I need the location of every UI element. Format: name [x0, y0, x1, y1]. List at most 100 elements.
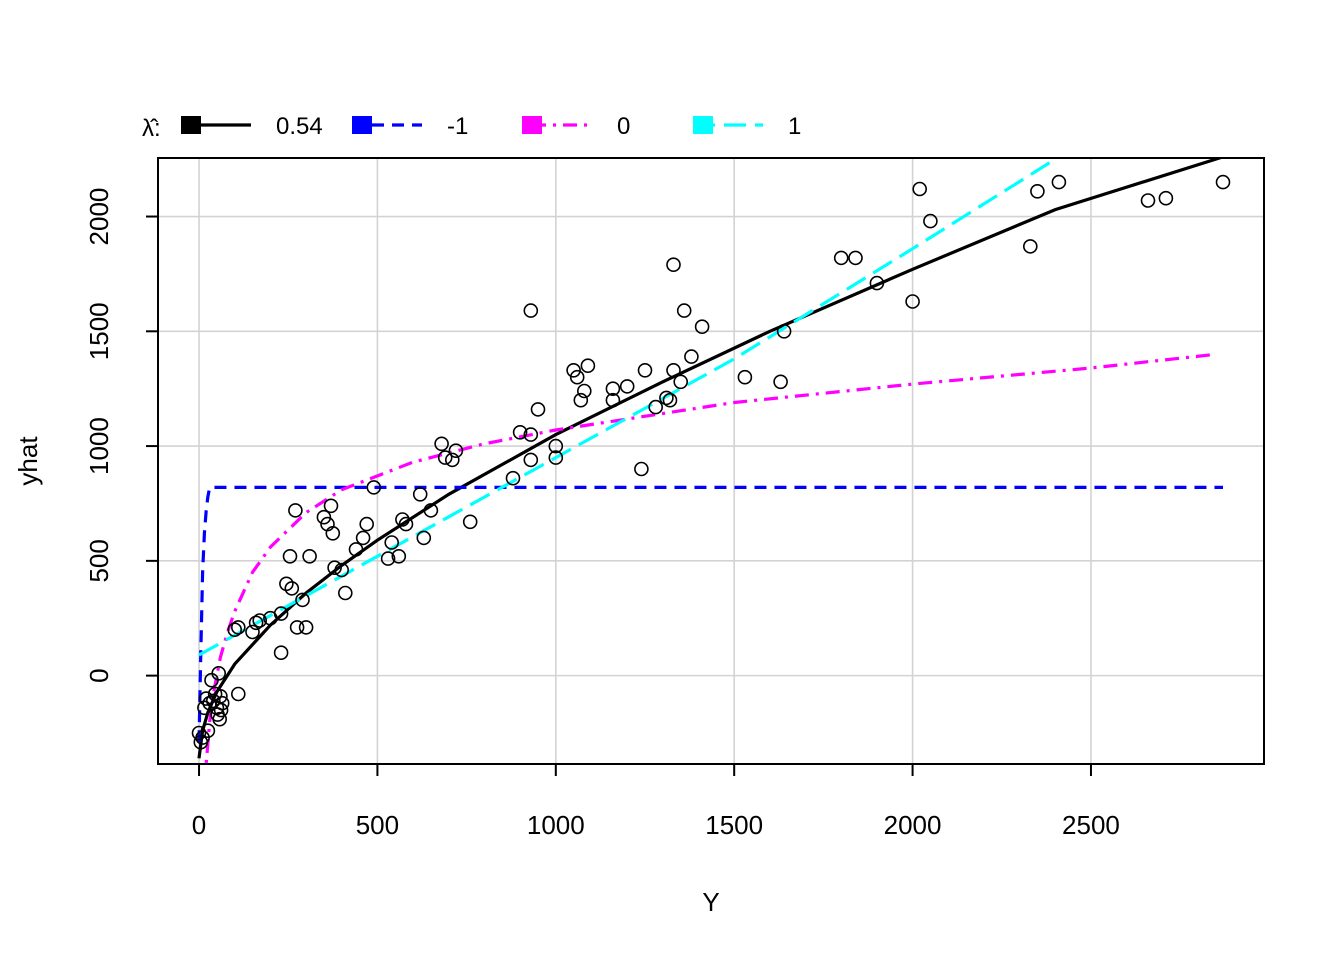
y-tick-label: 2000: [84, 188, 114, 246]
data-point: [437, 450, 453, 465]
data-point: [773, 374, 788, 390]
data-point: [423, 503, 439, 518]
data-point: [1051, 174, 1067, 190]
data-point: [548, 450, 564, 465]
data-point: [298, 620, 314, 635]
data-point: [316, 509, 332, 525]
series-line-lm1: [197, 485, 1223, 743]
data-point: [295, 592, 310, 608]
data-point: [737, 369, 753, 385]
data-point: [833, 250, 849, 266]
data-point: [434, 436, 449, 452]
x-tick-label: 1000: [527, 810, 585, 840]
data-point: [384, 535, 400, 550]
data-point: [684, 349, 699, 364]
data-point: [566, 362, 581, 378]
data-point: [605, 381, 621, 397]
legend: λ̂: 0.54 -1 0 1: [142, 113, 801, 142]
data-point: [573, 392, 589, 408]
data-point: [248, 615, 264, 631]
data-point: [444, 452, 460, 468]
data-point: [676, 303, 692, 318]
data-point: [569, 369, 585, 385]
data-point: [580, 358, 596, 374]
data-point: [776, 323, 792, 339]
x-axis: 0 500 1000 1500 2000 2500: [192, 763, 1120, 840]
x-tick-label: 500: [356, 810, 399, 840]
data-point: [355, 530, 371, 546]
data-point: [1023, 239, 1038, 254]
series-line-l0: [204, 352, 1216, 764]
data-point: [334, 562, 350, 578]
data-point: [1030, 184, 1045, 199]
data-point: [200, 723, 216, 739]
data-point: [666, 362, 681, 378]
data-point: [648, 399, 664, 415]
data-point: [206, 693, 221, 709]
data-point: [605, 392, 621, 408]
data-point: [231, 686, 246, 702]
data-point: [523, 303, 539, 318]
x-tick-label: 0: [192, 810, 206, 840]
data-point: [282, 548, 298, 564]
data-point: [398, 516, 414, 532]
grid: [158, 158, 1264, 764]
y-tick-label: 0: [84, 668, 114, 682]
data-point: [213, 702, 229, 718]
legend-label-l1: 1: [788, 113, 801, 140]
data-point: [191, 725, 207, 741]
data-point: [391, 548, 407, 564]
data-point: [245, 624, 260, 640]
data-point: [323, 498, 339, 514]
data-point: [337, 585, 353, 601]
x-tick-label: 2500: [1062, 810, 1120, 840]
data-point: [576, 383, 592, 399]
data-point: [327, 560, 342, 576]
data-point: [302, 548, 317, 564]
data-point: [523, 427, 539, 442]
data-point: [1215, 174, 1231, 190]
legend-swatch-l1: [693, 116, 713, 134]
data-point: [380, 551, 396, 566]
x-tick-label: 1500: [705, 810, 763, 840]
data-point: [412, 486, 428, 502]
data-point: [213, 688, 228, 704]
series-line-l054: [197, 158, 1224, 759]
y-axis-title: yhat: [13, 436, 43, 486]
data-point: [619, 379, 635, 394]
data-point: [273, 606, 289, 621]
data-point: [273, 645, 289, 661]
data-point: [634, 461, 649, 477]
data-point: [923, 213, 938, 229]
data-point: [288, 503, 303, 518]
data-point: [637, 362, 653, 378]
data-point: [227, 622, 242, 638]
legend-swatch-lm1: [352, 116, 372, 134]
y-tick-label: 1000: [84, 417, 114, 475]
data-point: [694, 319, 710, 335]
data-point: [231, 620, 246, 635]
legend-label-l0: 0: [617, 113, 630, 140]
legend-title: λ̂:: [142, 115, 161, 142]
data-point: [523, 452, 539, 468]
data-point: [905, 294, 920, 309]
legend-label-l054: 0.54: [276, 113, 323, 140]
legend-swatch-l0: [522, 116, 542, 134]
data-point: [198, 691, 214, 706]
data-point: [1158, 190, 1174, 206]
data-point: [912, 181, 928, 197]
y-tick-label: 1500: [84, 302, 114, 360]
x-tick-label: 2000: [884, 810, 942, 840]
data-point: [348, 542, 364, 557]
data-point: [659, 390, 674, 406]
data-point: [869, 275, 885, 291]
x-axis-title: Y: [702, 887, 719, 917]
data-point: [212, 711, 227, 727]
legend-swatch-l054: [181, 116, 201, 134]
data-point: [416, 530, 432, 546]
data-point: [548, 438, 564, 454]
points-layer: [191, 174, 1231, 750]
data-point: [505, 470, 521, 486]
data-point: [530, 402, 546, 417]
data-point: [366, 480, 382, 495]
